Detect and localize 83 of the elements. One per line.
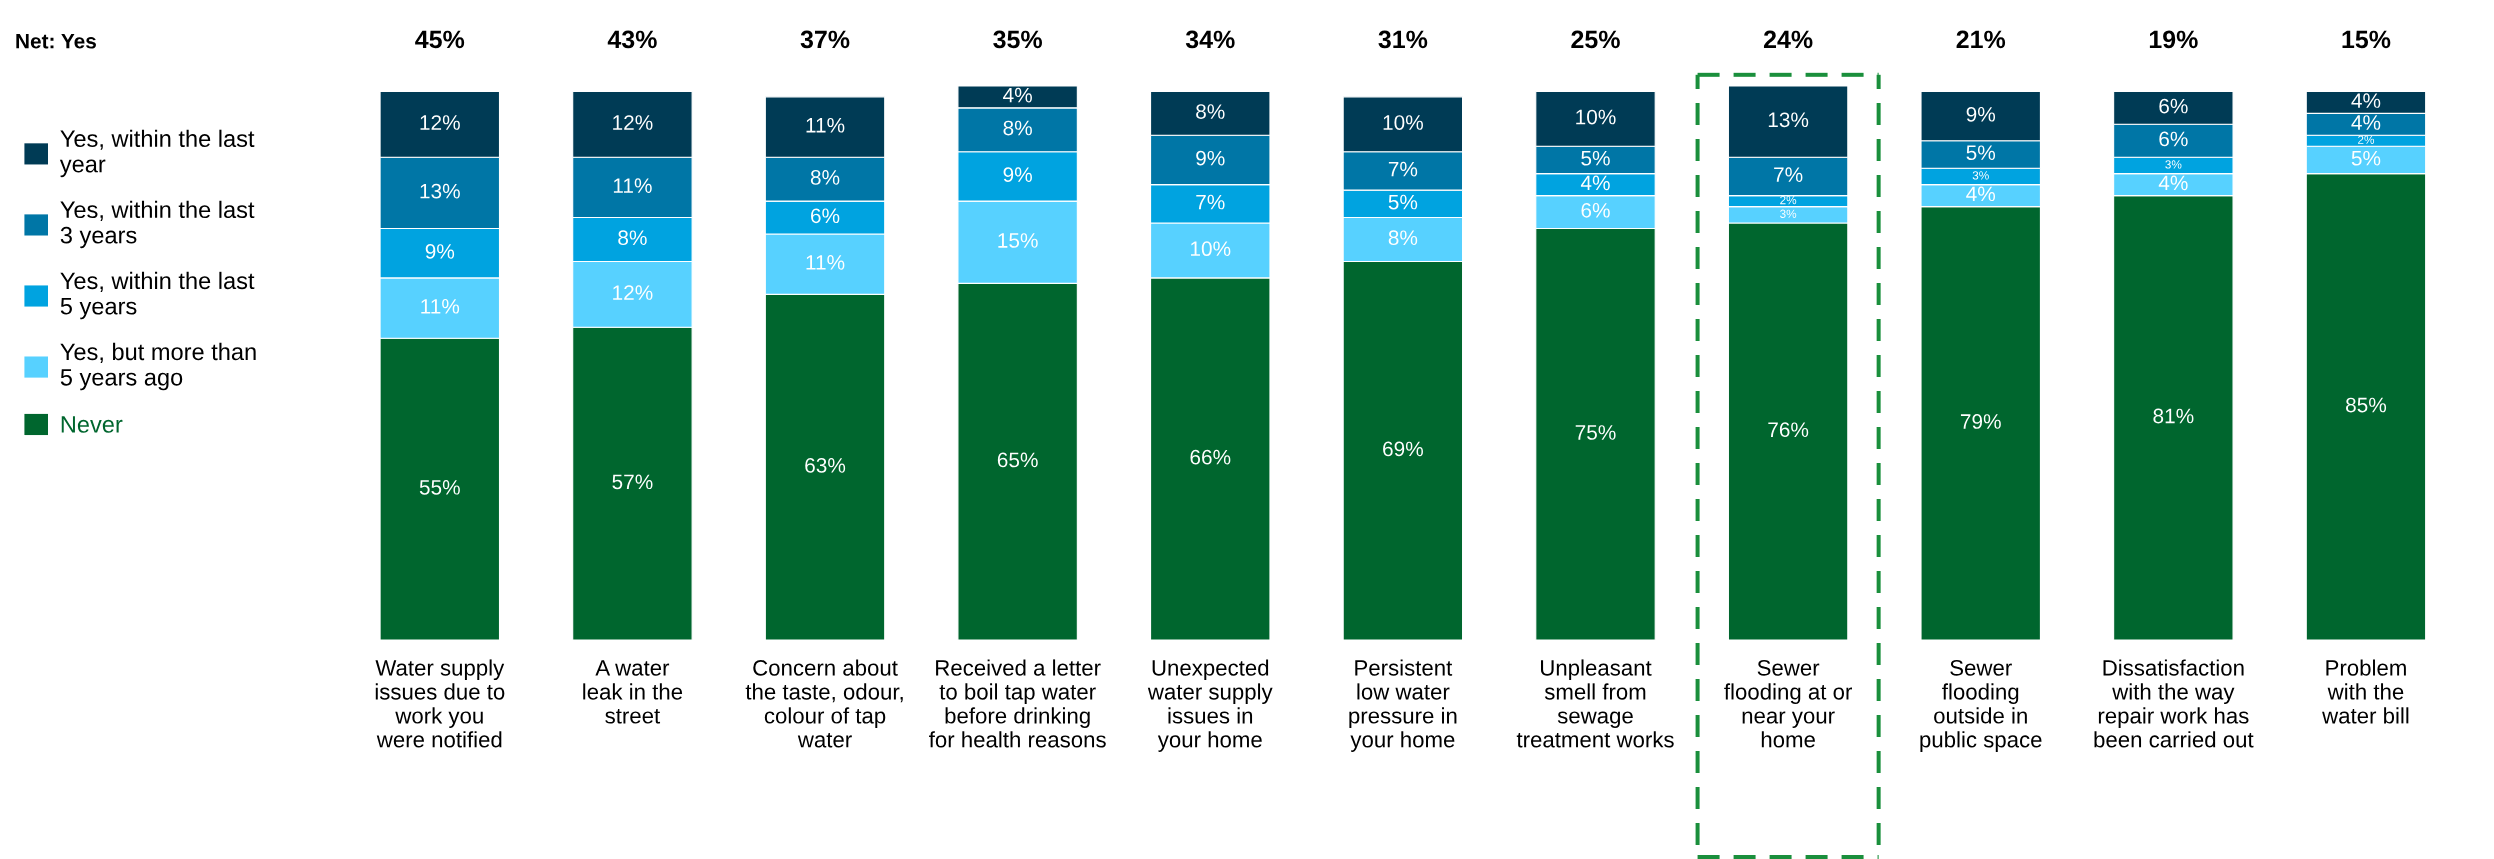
data-label: 6%	[1581, 202, 1610, 218]
data-label: 63%	[805, 458, 846, 473]
data-label: 75%	[1575, 425, 1616, 440]
data-label: 10%	[1191, 241, 1231, 257]
text: 37%	[800, 30, 850, 49]
text: Net: Yes	[16, 34, 96, 49]
data-label: 8%	[618, 230, 647, 246]
data-label: 3%	[1780, 209, 1797, 218]
x-tick-label: Dissatisfaction with the way repair work has been carried out	[2094, 659, 2254, 748]
text: 31%	[1378, 30, 1428, 49]
text: 35%	[993, 30, 1042, 49]
data-label: 6%	[811, 208, 840, 224]
data-label: 7%	[1774, 167, 1803, 182]
text: 15%	[2342, 30, 2391, 49]
data-label: 9%	[425, 244, 455, 259]
data-label: 5%	[1581, 150, 1610, 166]
data-label: 85%	[2346, 397, 2387, 413]
data-label: 4%	[1580, 175, 1610, 191]
text: 43%	[607, 30, 657, 49]
data-label: 3%	[2165, 160, 2182, 169]
text: 24%	[1763, 30, 1813, 49]
data-label: 6%	[2159, 98, 2188, 114]
data-label: 69%	[1383, 441, 1423, 457]
data-label: 11%	[806, 255, 845, 270]
data-label: 4%	[2351, 115, 2381, 130]
x-tick-label: Unpleasant smell from sewage treatment works	[1516, 659, 1674, 748]
data-label: 6%	[2159, 131, 2188, 147]
data-label: 3%	[1972, 171, 1989, 180]
data-label: 12%	[613, 285, 653, 300]
text: 45%	[415, 30, 465, 49]
data-label: 8%	[810, 170, 840, 185]
data-label: 13%	[1768, 112, 1809, 128]
data-label: 13%	[420, 183, 460, 199]
text: Never	[61, 416, 123, 433]
data-label: 5%	[2351, 150, 2381, 166]
data-label: 10%	[1576, 109, 1616, 125]
data-label: 57%	[612, 474, 653, 490]
text: 25%	[1571, 30, 1620, 49]
data-label: 9%	[1966, 106, 1996, 122]
text: 34%	[1185, 30, 1235, 49]
data-label: 10%	[1383, 115, 1423, 130]
data-label: 66%	[1190, 449, 1231, 465]
data-label: 8%	[1003, 120, 1032, 136]
data-label: 4%	[1003, 87, 1032, 103]
data-label: 5%	[1388, 194, 1418, 210]
data-label: 55%	[419, 480, 460, 495]
data-label: 2%	[2358, 135, 2375, 144]
data-label: 2%	[1780, 195, 1797, 205]
x-tick-label: Problem with the water bill	[2322, 659, 2409, 724]
data-label: 9%	[1196, 150, 1225, 166]
text: 19%	[2149, 30, 2198, 49]
legend-label: Yes, within the last 5 years	[60, 271, 255, 320]
data-label: 4%	[1966, 186, 1996, 202]
data-label: 81%	[2153, 408, 2194, 424]
x-tick-label: Received a letter to boil tap water before drinking for health reasons	[929, 659, 1106, 748]
data-label: 7%	[1388, 161, 1418, 177]
text: 21%	[1956, 30, 2006, 49]
data-label: 12%	[613, 115, 653, 130]
legend-label: Yes, within the last 3 years	[60, 200, 255, 249]
data-label: 76%	[1768, 422, 1809, 438]
x-tick-label: Concern about the taste, odour, colour of tap water	[745, 659, 903, 748]
data-label: 9%	[1003, 167, 1032, 183]
data-label: 11%	[421, 299, 460, 314]
data-label: 11%	[806, 117, 845, 133]
data-label: 11%	[613, 178, 652, 193]
x-tick-label: Water supply issues due to work you were notified	[375, 659, 505, 748]
data-label: 15%	[998, 233, 1038, 248]
data-label: 4%	[2351, 93, 2381, 108]
x-tick-label: Sewer flooding at or near your home	[1724, 659, 1852, 748]
data-label: 8%	[1196, 104, 1225, 119]
data-label: 7%	[1196, 194, 1225, 210]
data-label: 12%	[420, 115, 460, 130]
x-tick-label: Unexpected water supply issues in your home	[1147, 659, 1273, 752]
data-label: 79%	[1960, 414, 2001, 429]
x-tick-label: A water leak in the street	[583, 660, 683, 724]
legend-label: Yes, within the last year	[59, 129, 255, 178]
legend-label: Yes, but more than 5 years ago	[60, 342, 256, 391]
x-tick-label: Sewer flooding outside in public space	[1920, 659, 2042, 752]
data-label: 65%	[997, 452, 1038, 468]
data-label: 4%	[2158, 175, 2188, 191]
x-tick-label: Persistent low water pressure in your home	[1349, 659, 1457, 752]
data-label: 8%	[1388, 230, 1418, 246]
data-label: 5%	[1966, 145, 1996, 161]
